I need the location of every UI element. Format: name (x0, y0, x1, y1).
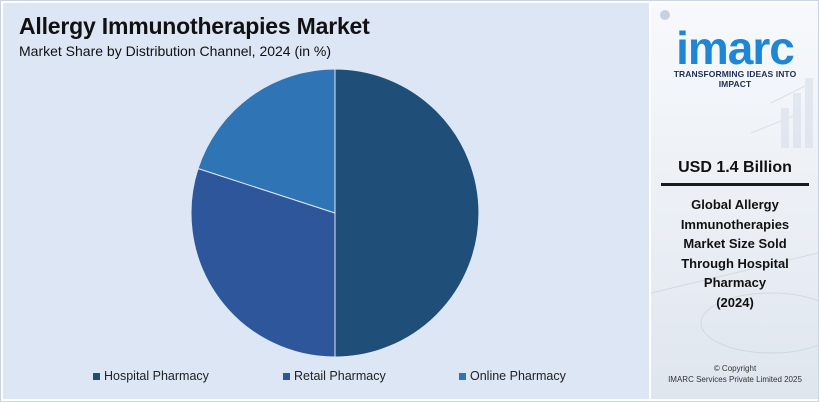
pie-chart (190, 68, 480, 358)
pie-slice-retail-pharmacy (190, 167, 336, 358)
market-size-description: Global Allergy Immunotherapies Market Si… (659, 195, 811, 312)
pie-slice-online-pharmacy (197, 68, 336, 214)
legend-swatch (459, 372, 466, 380)
chart-subtitle: Market Share by Distribution Channel, 20… (19, 43, 332, 59)
copyright-line: IMARC Services Private Limited 2025 (668, 375, 802, 384)
stat-divider (661, 183, 809, 186)
chart-title: Allergy Immunotherapies Market (19, 13, 370, 39)
chart-legend: Hospital Pharmacy Retail Pharmacy Online P… (93, 369, 653, 385)
background-decoration (651, 10, 818, 354)
legend-swatch (283, 372, 290, 380)
stat-desc-line: Immunotherapies (680, 216, 790, 232)
stat-desc-line: Global Allergy (691, 197, 779, 212)
stat-desc-line: Pharmacy (703, 275, 767, 290)
chart-panel: Allergy Immunotherapies Market Market Sh… (3, 3, 649, 399)
info-sidebar: imarc TRANSFORMING IDEAS INTO IMPACT USD… (651, 3, 818, 399)
stat-desc-line: Market Size Sold (683, 236, 787, 251)
logo-tagline: TRANSFORMING IDEAS INTO IMPACT (673, 69, 797, 89)
market-size-value: USD 1.4 Billion (678, 159, 792, 176)
legend-label: Hospital Pharmacy (104, 369, 209, 383)
pie-slice-hospital-pharmacy (334, 68, 480, 358)
legend-label: Online Pharmacy (470, 369, 566, 383)
legend-item-retail-pharmacy: Retail Pharmacy (283, 369, 386, 383)
imarc-logo: imarc (676, 22, 795, 74)
legend-item-hospital-pharmacy: Hospital Pharmacy (93, 369, 209, 383)
copyright-line: © Copyright (713, 364, 757, 373)
legend-item-online-pharmacy: Online Pharmacy (459, 369, 566, 383)
legend-label: Retail Pharmacy (294, 369, 386, 383)
stat-desc-line: Through Hospital (681, 255, 789, 271)
legend-swatch (93, 372, 100, 380)
stat-desc-line: (2024) (716, 294, 754, 310)
copyright-notice: © Copyright IMARC Services Private Limit… (655, 363, 815, 385)
